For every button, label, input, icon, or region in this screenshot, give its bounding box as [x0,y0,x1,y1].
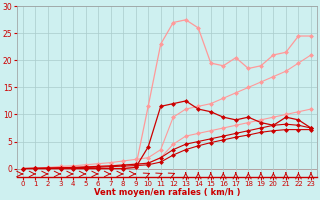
X-axis label: Vent moyen/en rafales ( km/h ): Vent moyen/en rafales ( km/h ) [94,188,240,197]
